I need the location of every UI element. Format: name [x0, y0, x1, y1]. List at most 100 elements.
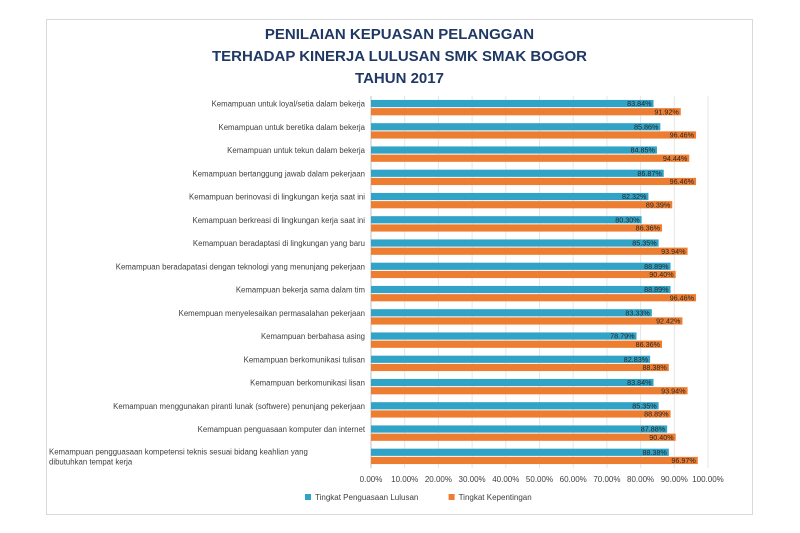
category-label: Kemampuan berinovasi di lingkungan kerja…: [189, 193, 365, 202]
x-tick-label: 70.00%: [593, 475, 620, 484]
data-label: 88.89%: [644, 410, 669, 419]
bar-penguasaan: [371, 448, 669, 456]
data-label: 88.89%: [644, 262, 669, 271]
data-label: 96.46%: [670, 293, 695, 302]
x-tick-label: 90.00%: [661, 475, 688, 484]
category-label: Kemampuan penguasaan komputer dan intern…: [198, 425, 366, 434]
data-label: 89.39%: [646, 200, 671, 209]
category-label: Kemampuan bekerja sama dalam tim: [236, 286, 365, 295]
bar-penguasaan: [371, 262, 671, 270]
bar-kepentingan: [371, 387, 688, 395]
x-tick-label: 60.00%: [560, 475, 587, 484]
data-label: 87.88%: [641, 425, 666, 434]
x-tick-label: 40.00%: [492, 475, 519, 484]
bar-penguasaan: [371, 99, 654, 108]
data-label: 93.94%: [661, 386, 686, 395]
x-tick-label: 20.00%: [425, 475, 452, 484]
bar-penguasaan: [371, 285, 671, 294]
bar-kepentingan: [371, 363, 669, 372]
category-label: Kemampuan untuk loyal/setia dalam bekerj…: [212, 100, 366, 109]
bar-kepentingan: [371, 433, 676, 441]
bar-kepentingan: [371, 177, 697, 186]
bar-penguasaan: [371, 239, 659, 247]
data-label: 83.84%: [627, 99, 652, 108]
category-label: Kemampuan beradapatasi dengan teknologi …: [116, 262, 365, 271]
data-label: 96.46%: [670, 177, 695, 186]
bar-penguasaan: [371, 309, 652, 317]
bar-penguasaan: [371, 355, 651, 363]
bar-kepentingan: [371, 154, 690, 162]
data-label: 86.36%: [636, 340, 661, 349]
bar-penguasaan: [371, 402, 659, 410]
bar-kepentingan: [371, 456, 698, 465]
data-label: 88.38%: [642, 363, 667, 372]
data-label: 85.35%: [632, 401, 657, 410]
category-label: Kemampuan untuk tekun dalam bekerja: [227, 146, 365, 155]
chart-title-line-1: PENILAIAN KEPUASAN PELANGGAN: [264, 26, 535, 43]
data-label: 96.46%: [670, 131, 695, 140]
category-label: Kemampuan pengguasaan kompetensi teknis …: [49, 447, 308, 466]
chart-title: PENILAIAN KEPUASAN PELANGGAN TERHADAP KI…: [46, 24, 753, 90]
x-tick-label: 10.00%: [391, 475, 418, 484]
data-label: 80.30%: [615, 215, 640, 224]
bar-penguasaan: [371, 425, 668, 433]
data-label: 93.94%: [661, 247, 686, 256]
legend-label: Tingkat Kepentingan: [459, 493, 532, 502]
bar-penguasaan: [371, 146, 657, 154]
legend-label: Tingkat Penguasaan Lulusan: [315, 493, 418, 502]
x-tick-label: 100.00%: [692, 475, 724, 484]
x-tick-label: 50.00%: [526, 475, 553, 484]
data-label: 83.84%: [627, 378, 652, 387]
data-label: 83.33%: [625, 308, 650, 317]
bar-kepentingan: [371, 270, 676, 279]
x-tick-label: 30.00%: [459, 475, 486, 484]
bar-penguasaan: [371, 378, 654, 387]
data-label: 86.36%: [636, 224, 661, 233]
data-label: 88.38%: [642, 448, 667, 457]
data-label: 78.79%: [610, 332, 635, 341]
x-tick-label: 80.00%: [627, 475, 654, 484]
data-label: 92.42%: [656, 317, 681, 326]
bar-kepentingan: [371, 294, 697, 302]
category-label: Kemampuan berkreasi di lingkungan kerja …: [193, 216, 366, 225]
data-label: 94.44%: [663, 154, 688, 163]
data-label: 88.89%: [644, 285, 669, 294]
data-label: 82.32%: [622, 192, 647, 201]
category-label: Kemempuan menyelesaikan permasalahan pek…: [179, 309, 365, 318]
data-label: 91.92%: [654, 107, 679, 116]
bar-penguasaan: [371, 332, 637, 340]
chart-title-line-3: TAHUN 2017: [355, 70, 444, 87]
data-label: 86.87%: [637, 169, 662, 178]
data-label: 82.83%: [624, 355, 649, 364]
bar-kepentingan: [371, 317, 683, 325]
data-label: 96.97%: [671, 456, 696, 465]
data-label: 90.40%: [649, 270, 674, 279]
category-label: Kemampuan berkomunikasi tulisan: [244, 355, 365, 364]
category-label: Kemampuan menggunakan piranti lunak (sof…: [113, 402, 365, 411]
bar-kepentingan: [371, 108, 681, 116]
bar-kepentingan: [371, 410, 671, 418]
legend-swatch: [305, 494, 311, 500]
data-label: 90.40%: [649, 433, 674, 442]
data-label: 85.86%: [634, 122, 659, 131]
bar-kepentingan: [371, 224, 663, 232]
bar-penguasaan: [371, 169, 664, 177]
category-label: Kemampuan berbahasa asing: [261, 332, 365, 341]
data-label: 84.85%: [631, 146, 656, 155]
legend-swatch: [448, 494, 455, 500]
category-label: Kemampuan bertanggung jawab dalam pekerj…: [192, 169, 365, 178]
chart-title-line-2: TERHADAP KINERJA LULUSAN SMK SMAK BOGOR: [211, 48, 587, 65]
x-tick-label: 0.00%: [360, 475, 383, 484]
category-label: Kemampuan beradaptasi di lingkungan yang…: [193, 239, 365, 248]
bar-penguasaan: [371, 216, 642, 224]
category-label: Kemampuan berkomunikasi lisan: [250, 379, 365, 388]
bar-kepentingan: [371, 131, 697, 139]
bar-kepentingan: [371, 201, 673, 209]
bar-penguasaan: [371, 123, 661, 131]
data-label: 85.35%: [632, 239, 657, 248]
bar-penguasaan: [371, 192, 649, 201]
bar-kepentingan: [371, 340, 663, 348]
bar-kepentingan: [371, 247, 688, 255]
category-label: Kemampuan untuk beretika dalam bekerja: [219, 123, 366, 132]
